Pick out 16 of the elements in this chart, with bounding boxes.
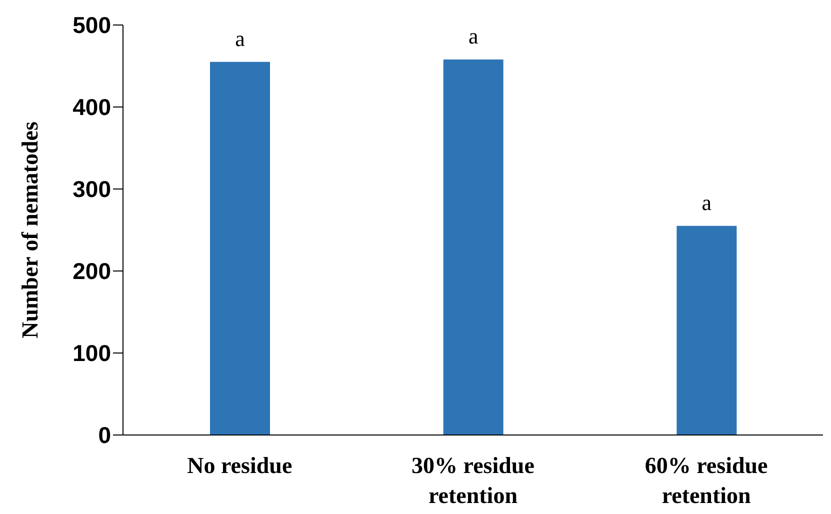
y-tick-label: 300 [72, 176, 111, 202]
y-axis-title: Number of nematodes [18, 122, 42, 338]
bar [210, 62, 270, 435]
y-tick-label: 200 [72, 258, 111, 284]
x-tick-label: No residue [187, 453, 292, 478]
y-tick-label: 100 [72, 340, 111, 366]
bar [443, 59, 504, 435]
y-tick-label: 0 [98, 422, 111, 448]
y-tick-label: 500 [72, 12, 111, 38]
bar [676, 226, 737, 435]
data-label: a [702, 190, 712, 215]
y-tick-label: 400 [72, 94, 111, 120]
data-label: a [468, 23, 478, 48]
x-tick-label: 60% residue retention [644, 453, 768, 508]
x-tick-label: 30% residue retention [412, 453, 534, 508]
data-label: a [235, 26, 246, 51]
